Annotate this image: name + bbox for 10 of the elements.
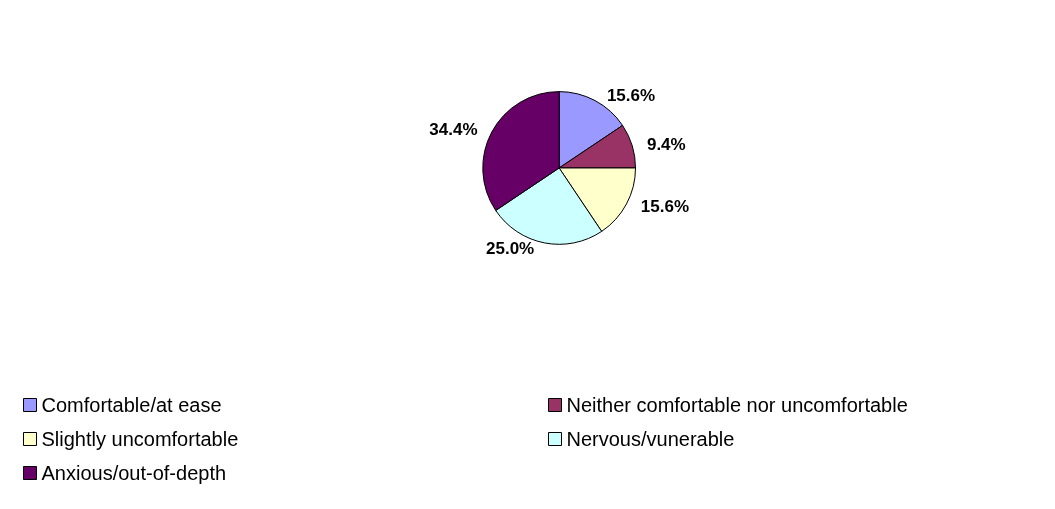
data-label: 15.6% <box>606 85 656 105</box>
data-label: 25.0% <box>486 239 535 259</box>
data-label: 34.4% <box>429 119 478 139</box>
data-label: 15.6% <box>640 197 690 217</box>
legend-label: Nervous/vunerable <box>566 428 735 450</box>
legend-label: Anxious/out-of-depth <box>41 462 227 484</box>
legend-label: Slightly uncomfortable <box>41 428 239 450</box>
data-label: 9.4% <box>646 134 686 154</box>
legend-label: Neither comfortable nor uncomfortable <box>566 394 908 416</box>
legend-label: Comfortable/at ease <box>41 394 222 416</box>
